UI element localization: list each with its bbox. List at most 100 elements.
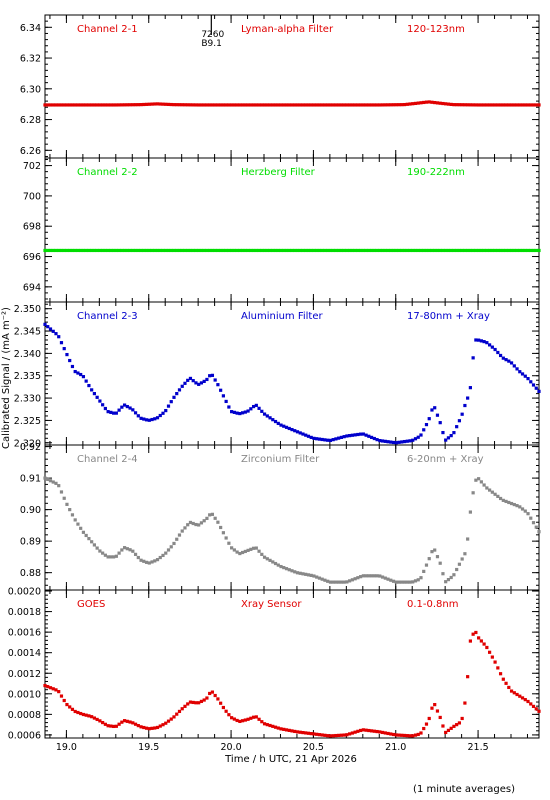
data-point [498, 103, 503, 107]
y-tick-label: 6.28 [20, 115, 41, 126]
data-point [372, 103, 376, 107]
data-point [455, 567, 459, 572]
data-point [488, 103, 492, 107]
data-point [254, 546, 258, 550]
data-point [397, 103, 401, 107]
data-point [427, 100, 431, 104]
data-point [106, 248, 110, 253]
data-point [293, 729, 297, 734]
data-point [433, 248, 437, 253]
data-point [411, 734, 415, 738]
series-markers [43, 476, 541, 584]
data-point [441, 724, 445, 728]
data-point [312, 574, 316, 578]
data-point [232, 248, 236, 253]
data-point [515, 692, 519, 697]
data-point [51, 248, 55, 253]
data-point [482, 483, 486, 487]
data-point [186, 103, 190, 107]
data-point [466, 396, 470, 400]
data-point [249, 547, 253, 551]
data-point [518, 248, 522, 253]
data-point [172, 395, 176, 399]
data-point [331, 580, 335, 584]
data-point [488, 343, 492, 347]
data-point [241, 411, 245, 415]
data-point [301, 103, 305, 107]
data-point [512, 248, 516, 253]
data-point [537, 103, 541, 107]
data-point [334, 437, 338, 441]
data-point [359, 432, 363, 436]
data-point [337, 248, 341, 253]
data-point [70, 364, 75, 369]
data-point [205, 516, 209, 520]
data-point [391, 248, 396, 253]
data-point [290, 569, 294, 573]
data-point [348, 103, 352, 107]
data-point [463, 403, 467, 408]
data-point [216, 520, 220, 524]
data-point [136, 723, 140, 728]
data-point [383, 731, 387, 735]
data-point [369, 574, 374, 578]
data-point [98, 719, 102, 723]
data-point [315, 732, 319, 736]
data-point [202, 698, 206, 702]
data-point [504, 358, 508, 362]
data-point [498, 353, 503, 358]
data-point [221, 248, 225, 253]
data-point [161, 723, 165, 727]
data-point [180, 248, 184, 253]
data-point [295, 430, 300, 434]
data-point [353, 248, 357, 253]
data-point [405, 439, 409, 443]
data-point [397, 440, 401, 444]
data-point [241, 550, 245, 555]
data-point [103, 103, 107, 107]
data-point [367, 574, 371, 578]
data-point [380, 103, 385, 107]
data-point [128, 720, 132, 724]
y-tick-label: 6.26 [20, 146, 41, 157]
data-point [353, 433, 357, 437]
data-point [241, 248, 245, 253]
data-point [109, 410, 113, 414]
data-point [397, 580, 401, 584]
data-point [51, 687, 55, 691]
data-point [405, 102, 409, 106]
data-point [103, 722, 107, 726]
data-point [334, 103, 338, 107]
data-point [112, 411, 116, 415]
y-tick-label: 698 [23, 222, 41, 233]
data-point [221, 531, 225, 535]
data-point [197, 248, 201, 253]
data-point [48, 686, 53, 690]
data-point [84, 103, 88, 107]
data-point [419, 433, 423, 437]
data-point [372, 729, 376, 733]
data-point [279, 564, 283, 569]
data-point [369, 729, 374, 733]
data-point [243, 410, 247, 414]
data-point [213, 103, 217, 107]
data-point [79, 711, 83, 716]
data-point [375, 248, 379, 253]
data-point [177, 388, 182, 392]
data-point [457, 562, 462, 566]
data-point [279, 248, 283, 253]
data-point [298, 248, 302, 253]
data-point [518, 505, 522, 509]
data-point [526, 377, 530, 381]
data-point [68, 358, 72, 363]
data-point [227, 541, 231, 545]
data-point [526, 103, 530, 107]
data-point [422, 248, 426, 253]
data-point [444, 102, 448, 106]
data-point [337, 580, 341, 584]
data-point [416, 101, 420, 105]
data-point [188, 376, 193, 381]
data-point [221, 394, 225, 398]
data-point [309, 732, 313, 736]
data-point [295, 571, 300, 575]
